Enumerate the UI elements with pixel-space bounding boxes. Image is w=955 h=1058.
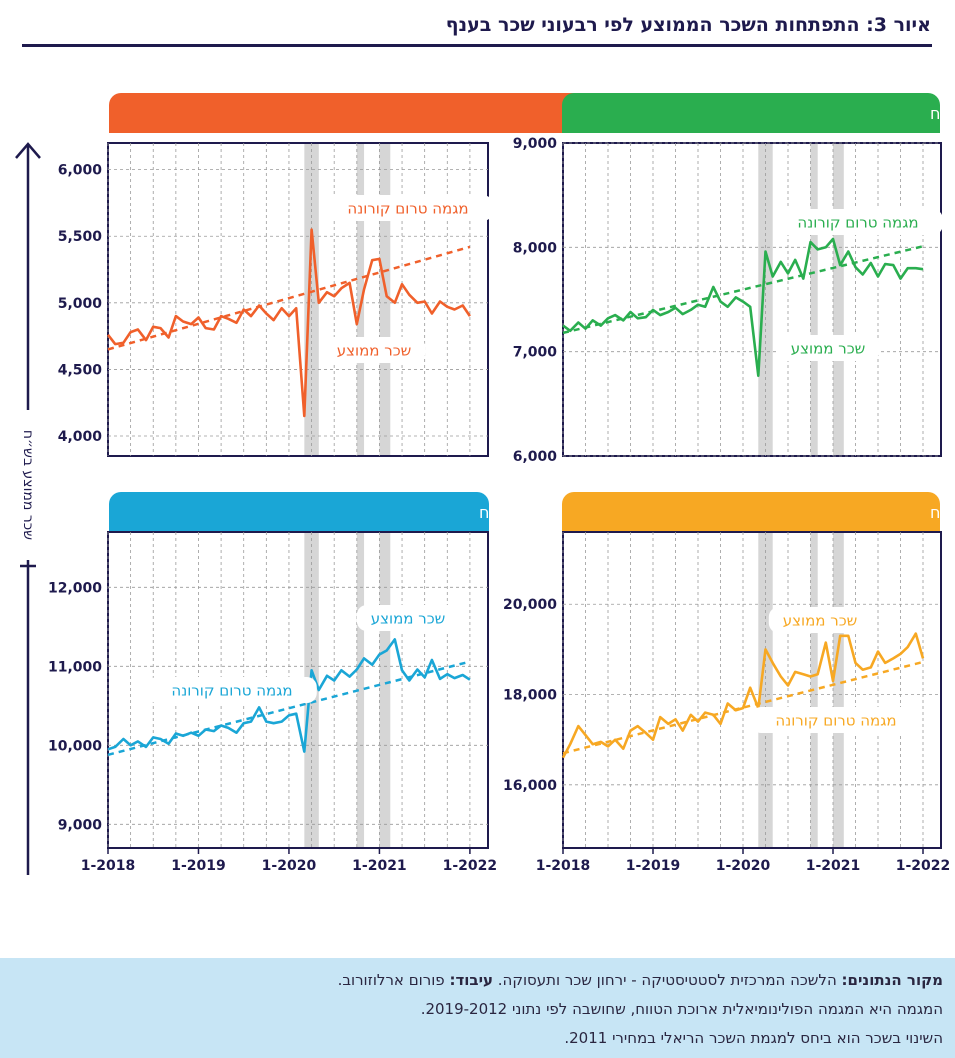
y-tick-label: 11,000 <box>48 659 102 675</box>
footer-source: מקור הנתונים: הלשכה המרכזית לסטטיסטיקה -… <box>337 971 943 989</box>
annotation-label: שכר ממוצע <box>768 607 872 633</box>
annotation-label: שכר ממוצע <box>356 605 460 631</box>
chart-panel-1: 1 שכר ממוצע 6,0005,5005,0004,5004,000מגמ… <box>58 93 685 457</box>
x-tick-label: 1-2020 <box>262 858 317 874</box>
y-axis-label: שכר ממוצע בש״ח <box>20 430 36 540</box>
annotation-bubble <box>751 707 921 733</box>
shaded-period <box>356 144 365 455</box>
arrow-up-icon <box>15 142 41 159</box>
trend-line <box>562 245 924 335</box>
y-tick-label: 18,000 <box>503 688 557 704</box>
y-tick-label: 9,000 <box>58 817 103 833</box>
x-tick-label: 1-2018 <box>81 858 136 874</box>
wage-line <box>561 632 925 759</box>
y-tick-label: 5,500 <box>58 229 103 245</box>
annotation-text: מגמה טרום קורונה <box>797 214 918 232</box>
shaded-period <box>356 533 365 847</box>
wage-line <box>107 638 471 753</box>
footer-notes: מקור הנתונים: הלשכה המרכזית לסטטיסטיקה -… <box>0 958 955 1058</box>
annotation-text: שכר ממוצע <box>791 340 866 358</box>
x-tick-label: 1-2019 <box>171 858 226 874</box>
y-tick-label: 9,000 <box>513 136 558 152</box>
chart-panel-3: 3 13,000 ש״ח ❮ שכר ממוצע ❮ 9,500 ש״ח12,0… <box>48 492 800 874</box>
annotation-bubble <box>323 195 493 221</box>
annotation-text: שכר ממוצע <box>783 612 858 630</box>
x-tick-label: 1-2019 <box>626 858 681 874</box>
charts-grid: 1 שכר ממוצע 6,0005,5005,0004,5004,000מגמ… <box>47 93 955 874</box>
annotation-label: שכר ממוצע <box>322 337 426 363</box>
shaded-period <box>833 533 844 847</box>
annotation-bubble <box>776 335 880 361</box>
trend-line <box>107 660 471 757</box>
annotation-label: שכר ממוצע <box>776 335 880 361</box>
annotation-text: מגמה טרום קורונה <box>347 200 468 218</box>
footer-wage-note: השינוי בשכר הוא ביחס למגמת השכר הריאלי ב… <box>564 1029 943 1047</box>
y-tick-label: 16,000 <box>503 778 557 794</box>
annotation-bubble <box>773 209 943 235</box>
title-divider <box>22 44 932 47</box>
y-tick-label: 4,500 <box>58 362 103 378</box>
annotation-text: שכר ממוצע <box>371 610 446 628</box>
x-tick-label: 1-2022 <box>896 858 951 874</box>
annotation-label: מגמה טרום קורונה <box>751 707 921 733</box>
annotation-text: שכר ממוצע <box>337 342 412 360</box>
annotation-bubble <box>356 605 460 631</box>
trend-line <box>107 245 471 351</box>
annotation-label: מגמה טרום קורונה <box>147 677 317 703</box>
x-tick-label: 1-2021 <box>806 858 861 874</box>
wage-line <box>106 228 471 418</box>
shaded-period <box>833 144 844 455</box>
panel-header-text: 2 9,500 ש״ח ❮ שכר ממוצע ❮ 6,900 ש״ח <box>930 104 955 123</box>
annotation-text: מגמה טרום קורונה <box>171 682 292 700</box>
header-value-low: 13,000 ש״ח <box>930 503 955 522</box>
y-tick-label: 7,000 <box>513 345 558 361</box>
y-tick-label: 8,000 <box>513 240 558 256</box>
trend-line <box>562 660 924 755</box>
header-value-low: 6,900 ש״ח <box>930 104 955 123</box>
chart-panel-4: 4 שכר ממוצע ❮ 13,000 ש״ח 20,000 18,000 16,0… <box>503 492 955 874</box>
annotation-bubble <box>147 677 317 703</box>
annotation-text: מגמה טרום קורונה <box>775 712 896 730</box>
y-tick-label: 6,000 <box>58 163 103 179</box>
shaded-period <box>379 144 391 455</box>
plot-area <box>107 142 489 457</box>
plot-area <box>562 142 942 457</box>
y-tick-label: 12,000 <box>48 580 102 596</box>
x-tick-label: 1-2020 <box>716 858 771 874</box>
header-value-low: 9,500 ש״ח <box>479 503 562 522</box>
panel-header-text: 4 שכר ממוצע ❮ 13,000 ש״ח <box>930 503 955 522</box>
page-title: איור 3: התפתחות השכר הממוצע לפי רבעוני ש… <box>445 14 931 36</box>
wage-line <box>562 237 924 378</box>
shaded-period <box>379 533 391 847</box>
x-tick-label: 1-2018 <box>536 858 591 874</box>
chart-panel-2: 2 9,500 ש״ח ❮ שכר ממוצע ❮ 6,900 ש״ח 9,000… <box>513 93 955 465</box>
y-tick-label: 4,000 <box>58 429 103 445</box>
shaded-period <box>810 144 818 455</box>
y-tick-label: 6,000 <box>513 449 558 465</box>
annotation-bubble <box>768 607 872 633</box>
annotation-bubble <box>322 337 426 363</box>
x-tick-label: 1-2022 <box>443 858 498 874</box>
x-tick-label: 1-2021 <box>352 858 407 874</box>
annotation-label: מגמה טרום קורונה <box>773 209 943 235</box>
annotation-label: מגמה טרום קורונה <box>323 195 493 221</box>
footer-trend-note: המגמה היא המגמה הפולינומיאלית ארוכת הטוו… <box>420 1000 943 1018</box>
y-tick-label: 5,000 <box>58 296 103 312</box>
y-tick-label: 10,000 <box>48 738 102 754</box>
y-axis-arrow: שכר ממוצע בש״ח <box>15 142 41 875</box>
y-tick-label: 20,000 <box>503 597 557 613</box>
